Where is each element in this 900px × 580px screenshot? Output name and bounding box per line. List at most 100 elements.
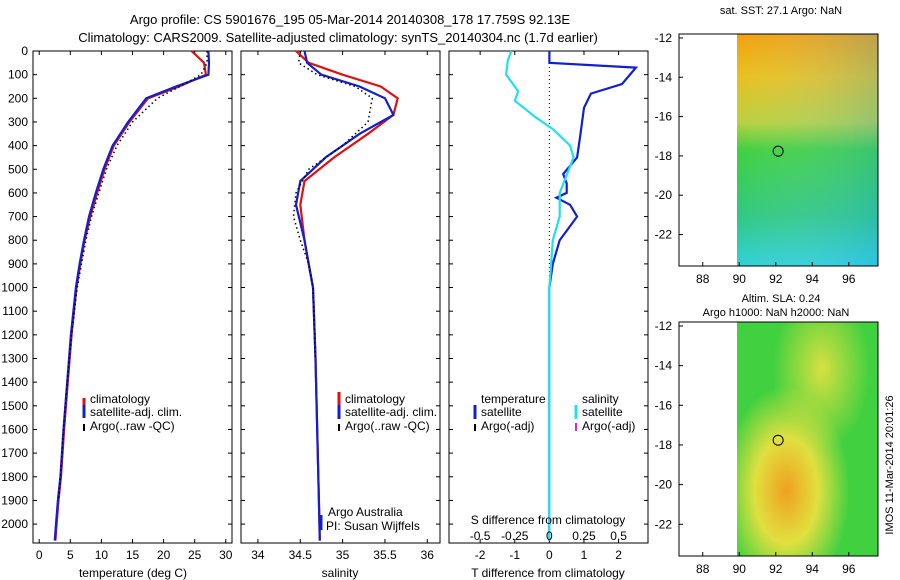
salinity-x-label: salinity [322, 566, 359, 580]
temperature-ticks: 0 5 10 15 20 25 300100200300400500600700800900… [1, 44, 232, 562]
sal-legend-clim-label: climatology [345, 392, 405, 406]
lat-tick-label: -14 [655, 70, 673, 84]
salinity-legend: climatology satellite-adj. clim. Argo(..… [337, 392, 437, 433]
lon-tick-label: 90 [733, 272, 747, 286]
legend-argo-label: Argo(..raw -QC) [90, 419, 175, 433]
diff-legend-targo-label: Argo(-adj) [481, 419, 534, 433]
temperature-axes-frame [32, 50, 233, 544]
s-tick-label: 0.5 [610, 529, 627, 543]
depth-tick-label: 1000 [1, 281, 28, 295]
diff-legend-sargo-label: Argo(-adj) [582, 419, 635, 433]
sal-legend-argo-label: Argo(..raw -QC) [345, 419, 430, 433]
difference-legend: temperature salinity satellite Argo(-adj… [473, 392, 635, 433]
depth-tick-label: 200 [8, 91, 28, 105]
x-tick-label: 2 [615, 548, 622, 562]
x-tick-label: 34 [251, 548, 265, 562]
depth-tick-label: 700 [8, 210, 28, 224]
sst-field-shade [737, 34, 878, 266]
depth-tick-label: 0 [21, 44, 28, 58]
x-tick-label: 0 [36, 548, 43, 562]
difference-series [504, 50, 639, 543]
x-tick-label: 0 [546, 548, 553, 562]
depth-tick-label: 800 [8, 233, 28, 247]
salinity-ticks: 34 34.5 35 35.5 36 [241, 50, 440, 562]
x-tick-label: 35.5 [373, 548, 397, 562]
lon-tick-label: 88 [696, 272, 710, 286]
difference-x-label: T difference from climatology [471, 566, 625, 580]
credit-org: Argo Australia [328, 505, 403, 519]
sla-map-frame [678, 321, 879, 557]
sst-map-frame [678, 33, 879, 267]
depth-tick-label: 1300 [1, 352, 28, 366]
timestamp-label: IMOS 11-Mar-2014 20:01:26 [884, 395, 896, 534]
header-line-2: Climatology: CARS2009. Satellite-adjuste… [78, 30, 598, 45]
lat-tick-label: -12 [655, 31, 673, 45]
s-tick-label: 0 [546, 529, 553, 543]
series-line-satellite-adj-clim- [294, 50, 395, 541]
header-line-1: Argo profile: CS 5901676_195 05-Mar-2014… [130, 12, 571, 27]
series-line-argo-raw-qc- [292, 50, 374, 359]
depth-tick-label: 400 [8, 139, 28, 153]
series-line-argo-raw-qc- [57, 51, 208, 501]
difference-ticks: -2 -1 0 1 2 [449, 50, 648, 562]
depth-tick-label: 1700 [1, 446, 28, 460]
salinity-panel: 34 34.5 35 35.5 36 climatology satellite-adj… [240, 50, 441, 580]
sla-map-title: Altim. SLA: 0.24 [742, 293, 821, 305]
depth-tick-label: 1900 [1, 493, 28, 507]
lon-tick-label: 94 [806, 272, 820, 286]
depth-tick-label: 1600 [1, 422, 28, 436]
temperature-legend: climatology satellite-adj. clim. Argo(..… [82, 392, 182, 433]
lon-tick-label: 96 [842, 272, 856, 286]
depth-tick-label: 600 [8, 186, 28, 200]
lat-tick-label: -20 [655, 478, 673, 492]
credit-pi: PI: Susan Wijffels [326, 519, 420, 533]
sla-map-panel: Altim. SLA: 0.24 Argo h1000: NaN h2000: … [655, 293, 879, 576]
lon-tick-label: 90 [733, 562, 747, 576]
lon-tick-label: 96 [842, 562, 856, 576]
sla-map-subtitle: Argo h1000: NaN h2000: NaN [703, 307, 850, 319]
legend-clim-label: climatology [90, 392, 150, 406]
x-tick-label: -1 [509, 548, 520, 562]
lon-tick-label: 88 [696, 562, 710, 576]
sla-field-warm2 [737, 322, 878, 556]
difference-top-x-label: S difference from climatology [471, 513, 626, 527]
series-line-satellite-adj-clim- [53, 50, 211, 541]
x-tick-label: 30 [219, 548, 233, 562]
x-tick-label: 15 [126, 548, 140, 562]
depth-tick-label: 1200 [1, 328, 28, 342]
depth-tick-label: 300 [8, 115, 28, 129]
depth-tick-label: 1500 [1, 399, 28, 413]
depth-tick-label: 500 [8, 162, 28, 176]
lat-tick-label: -14 [655, 359, 673, 373]
x-tick-label: 25 [188, 548, 202, 562]
sst-map-title: sat. SST: 27.1 Argo: NaN [720, 5, 842, 17]
sla-argo-location-marker [772, 434, 784, 446]
sst-map-ticks: 88 90 92 94 96 -12 -14 -16 -18 -20 -22 [655, 31, 856, 286]
diff-legend-temp-title: temperature [481, 392, 546, 406]
depth-tick-label: 1100 [2, 304, 28, 318]
diff-legend-sal-title: salinity [582, 392, 619, 406]
temperature-series [53, 50, 211, 541]
series-line-s-satellite [504, 50, 575, 541]
x-tick-label: 5 [67, 548, 74, 562]
diff-legend-tsat-label: satellite [481, 405, 522, 419]
sla-map-ticks: 88 90 92 94 96 -12 -14 -16 -18 -20 -22 [655, 319, 856, 576]
lat-tick-label: -20 [655, 188, 673, 202]
x-tick-label: -2 [475, 548, 486, 562]
sst-argo-location-marker [772, 145, 784, 157]
lat-tick-label: -16 [655, 110, 673, 124]
depth-tick-label: 100 [8, 68, 28, 82]
lat-tick-label: -22 [655, 228, 673, 242]
legend-sat-label: satellite-adj. clim. [90, 405, 182, 419]
s-tick-label: -0.5 [470, 529, 491, 543]
x-tick-label: 34.5 [289, 548, 313, 562]
x-tick-label: 36 [421, 548, 435, 562]
depth-tick-label: 2000 [1, 517, 28, 531]
salinity-axes-frame [240, 50, 441, 544]
s-tick-label: 0.25 [572, 529, 596, 543]
depth-tick-label: 1800 [1, 470, 28, 484]
lat-tick-label: -22 [655, 517, 673, 531]
x-tick-label: 10 [95, 548, 109, 562]
x-tick-label: 35 [336, 548, 350, 562]
temperature-panel: 0 5 10 15 20 25 300100200300400500600700800900… [1, 44, 232, 580]
